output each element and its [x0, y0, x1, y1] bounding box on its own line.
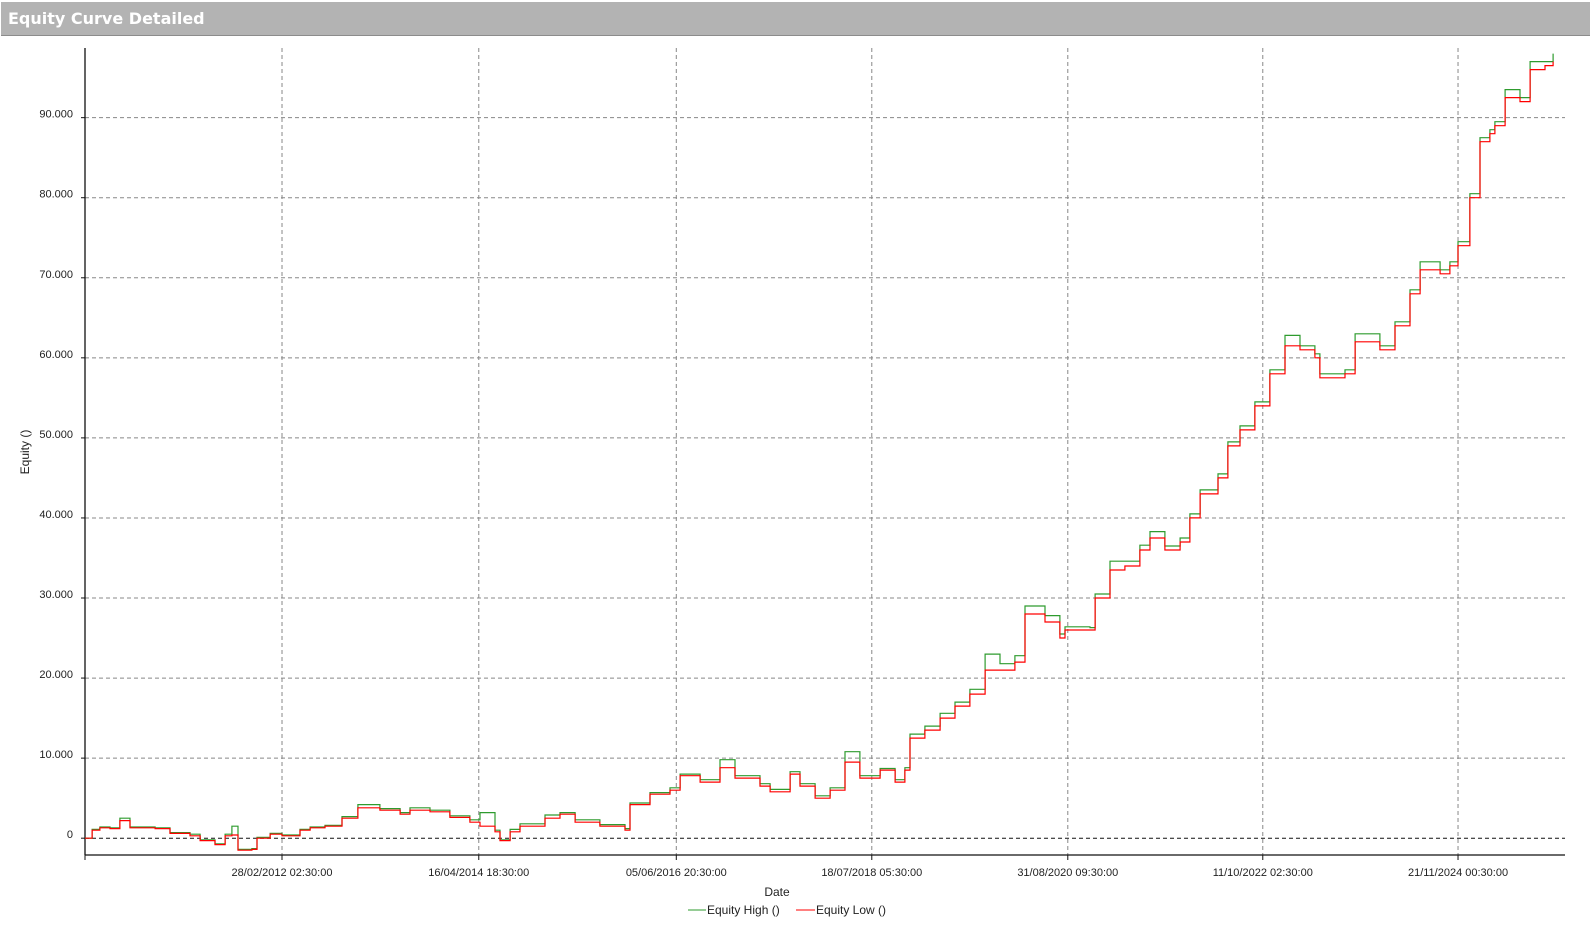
y-tick-label: 0: [67, 829, 73, 841]
x-tick-label: 16/04/2014 18:30:00: [428, 867, 529, 879]
x-tick-label: 31/08/2020 09:30:00: [1017, 867, 1118, 879]
legend-label-equity-low: Equity Low (): [816, 903, 886, 917]
legend-label-equity-high: Equity High (): [707, 903, 780, 917]
y-axis-label: Equity (): [18, 430, 32, 475]
series-line-equity-high: [85, 53, 1554, 850]
y-tick-label: 90.000: [39, 109, 73, 121]
y-tick-label: 30.000: [39, 589, 73, 601]
x-tick-label: 05/06/2016 20:30:00: [626, 867, 727, 879]
y-tick-label: 50.000: [39, 429, 73, 441]
panel-title-bar: Equity Curve Detailed: [1, 2, 1590, 36]
series-line-equity-low: [85, 61, 1554, 851]
gridlines: [85, 48, 1565, 855]
y-tick-label: 10.000: [39, 749, 73, 761]
y-tick-label: 80.000: [39, 189, 73, 201]
y-tick-label: 60.000: [39, 349, 73, 361]
x-tick-label: 21/11/2024 00:30:00: [1408, 867, 1508, 879]
y-tick-label: 40.000: [39, 509, 73, 521]
axes: 0 10.000 20.000 30.000 40.000 50.000 60.000 70.…: [39, 48, 1565, 879]
series-lines: [85, 53, 1554, 851]
x-tick-label: 18/07/2018 05:30:00: [821, 867, 922, 879]
y-tick-label: 20.000: [39, 669, 73, 681]
panel-title: Equity Curve Detailed: [8, 9, 205, 28]
x-axis-label: Date: [764, 885, 790, 899]
legend: Equity High () Equity Low (): [688, 903, 886, 917]
x-tick-label: 28/02/2012 02:30:00: [232, 867, 333, 879]
y-tick-label: 70.000: [39, 269, 73, 281]
x-tick-label: 11/10/2022 02:30:00: [1213, 867, 1313, 879]
